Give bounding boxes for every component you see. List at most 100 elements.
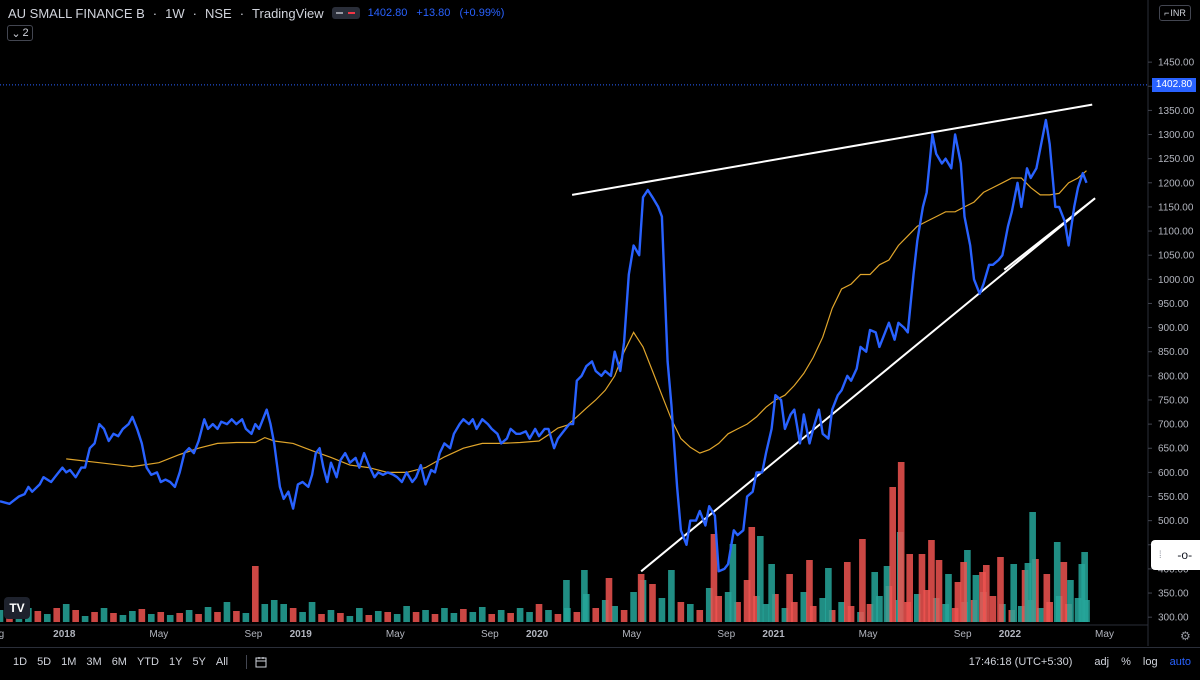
tradingview-logo-icon[interactable]: TV bbox=[4, 597, 30, 619]
volume-bar bbox=[753, 596, 760, 622]
volume-bar bbox=[129, 611, 136, 622]
volume-bar bbox=[847, 606, 855, 622]
range-ytd[interactable]: YTD bbox=[136, 656, 159, 668]
time-tick-label: May bbox=[386, 629, 405, 640]
volume-bar bbox=[825, 568, 832, 622]
volume-bar bbox=[1074, 598, 1082, 622]
volume-bar bbox=[308, 602, 316, 622]
clock-time[interactable]: 17:46:18 (UTC+5:30) bbox=[968, 656, 1073, 668]
price-tick-label: 500.00 bbox=[1158, 516, 1189, 527]
volume-bar bbox=[710, 534, 718, 622]
range-1d[interactable]: 1D bbox=[13, 656, 28, 668]
range-5y[interactable]: 5Y bbox=[192, 656, 206, 668]
toolbar-right: 17:46:18 (UTC+5:30) adj % log auto bbox=[969, 656, 1191, 668]
time-tick-label: May bbox=[1095, 629, 1114, 640]
price-change: +13.80 bbox=[416, 7, 451, 19]
volume-bar bbox=[403, 606, 410, 622]
scale-handle[interactable]: ⁞ -o- bbox=[1151, 540, 1200, 570]
volume-bar bbox=[906, 554, 914, 622]
volume-bar bbox=[649, 584, 656, 622]
volume-bar bbox=[687, 604, 694, 622]
volume-bar bbox=[620, 610, 628, 622]
volume-bar bbox=[668, 570, 675, 622]
market-status-toggle-icon[interactable] bbox=[331, 7, 360, 19]
slider-icon: -o- bbox=[1177, 548, 1193, 562]
adj-toggle[interactable]: adj bbox=[1094, 656, 1110, 668]
volume-bar bbox=[859, 539, 866, 622]
volume-bar bbox=[658, 598, 666, 622]
range-1y[interactable]: 1Y bbox=[168, 656, 183, 668]
volume-bar bbox=[819, 598, 827, 622]
volume-bar bbox=[72, 610, 79, 622]
volume-bar bbox=[147, 614, 155, 622]
indicators-collapse-button[interactable]: ⌄ 2 bbox=[7, 25, 33, 41]
volume-bar bbox=[176, 613, 183, 622]
price-tick-label: 900.00 bbox=[1158, 323, 1189, 334]
volume-bar bbox=[883, 566, 891, 622]
price-tick-label: 1350.00 bbox=[1158, 106, 1195, 117]
moving-average bbox=[66, 170, 1087, 473]
volume-bar bbox=[630, 592, 637, 622]
percent-toggle[interactable]: % bbox=[1121, 656, 1131, 668]
auto-toggle[interactable]: auto bbox=[1169, 656, 1191, 668]
price-tick-label: 850.00 bbox=[1158, 347, 1189, 358]
volume-bar bbox=[1081, 552, 1088, 622]
volume-bar bbox=[223, 602, 231, 622]
volume-bar bbox=[100, 608, 108, 622]
volume-bar bbox=[299, 612, 306, 622]
volume-bar bbox=[166, 615, 174, 622]
time-tick-label: May bbox=[622, 629, 641, 640]
volume-bar bbox=[997, 557, 1004, 622]
range-5d[interactable]: 5D bbox=[37, 656, 52, 668]
volume-bar bbox=[843, 562, 851, 622]
volume-bar bbox=[545, 610, 552, 622]
toolbar-divider bbox=[246, 655, 248, 669]
time-tick-label: Sep bbox=[954, 629, 972, 640]
volume-bar bbox=[935, 560, 943, 622]
volume-bar bbox=[828, 610, 836, 622]
time-tick-label: 2020 bbox=[526, 629, 549, 640]
exchange-label: NSE bbox=[204, 5, 232, 21]
volume-bar bbox=[185, 610, 193, 622]
volume-bar bbox=[195, 614, 202, 622]
volume-bar bbox=[261, 604, 269, 622]
symbol-name[interactable]: AU SMALL FINANCE B bbox=[8, 5, 145, 21]
volume-bar bbox=[1024, 563, 1032, 622]
price-tick-label: 1050.00 bbox=[1158, 251, 1195, 262]
volume-bar bbox=[677, 602, 685, 622]
volume-bar bbox=[138, 609, 146, 622]
volume-bar bbox=[637, 574, 645, 622]
price-tick-label: 950.00 bbox=[1158, 299, 1189, 310]
volume-bar bbox=[756, 536, 764, 622]
volume-bar bbox=[1036, 608, 1044, 622]
volume-bar bbox=[772, 594, 779, 622]
volume-bar bbox=[289, 608, 297, 622]
volume-bar bbox=[964, 550, 971, 622]
volume-bar bbox=[786, 574, 793, 622]
interval-label[interactable]: 1W bbox=[165, 5, 185, 21]
range-6m[interactable]: 6M bbox=[111, 656, 127, 668]
last-price: 1402.80 bbox=[367, 7, 408, 19]
volume-bar bbox=[573, 612, 581, 622]
volume-bar bbox=[374, 611, 382, 622]
currency-selector[interactable]: ⌐ INR bbox=[1159, 5, 1191, 21]
price-tick-label: 1150.00 bbox=[1158, 202, 1194, 213]
log-toggle[interactable]: log bbox=[1142, 656, 1158, 668]
volume-bar bbox=[252, 566, 259, 622]
range-3m[interactable]: 3M bbox=[86, 656, 102, 668]
indicators-count: 2 bbox=[22, 27, 29, 39]
volume-bar bbox=[729, 544, 737, 622]
volume-bar bbox=[412, 612, 420, 622]
range-all[interactable]: All bbox=[215, 656, 229, 668]
gear-icon[interactable]: ⚙ bbox=[1180, 629, 1191, 643]
calendar-icon[interactable] bbox=[255, 656, 267, 668]
volume-bar bbox=[923, 590, 931, 622]
price-tick-label: 750.00 bbox=[1158, 395, 1189, 406]
volume-bar bbox=[581, 570, 588, 622]
range-1m[interactable]: 1M bbox=[61, 656, 77, 668]
volume-bar bbox=[91, 612, 98, 622]
volume-bar bbox=[554, 614, 562, 622]
trendlines bbox=[571, 103, 1096, 573]
